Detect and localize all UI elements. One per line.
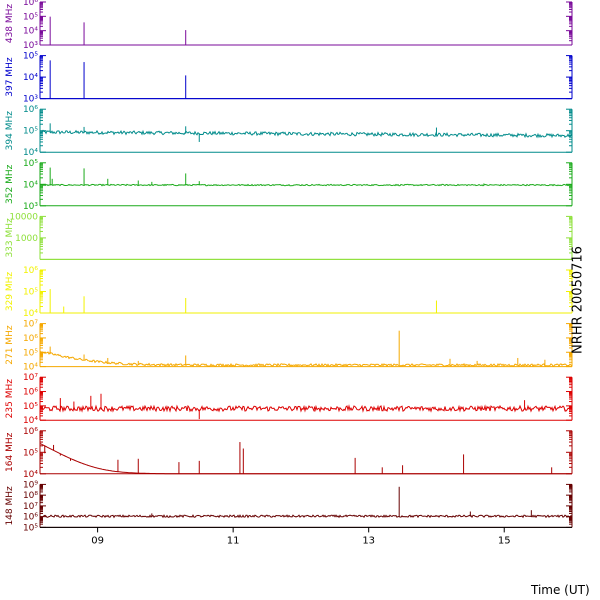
x-tick-label: 13 (362, 535, 375, 546)
series-label: 329 MHz (5, 272, 15, 312)
x-tick-label: 09 (91, 535, 104, 546)
y-tick-label: 10⁹ (23, 480, 38, 490)
y-tick-label: 10⁶ (23, 334, 38, 344)
y-tick-label: 10⁷ (23, 373, 38, 383)
y-tick-label: 10⁵ (23, 127, 38, 137)
y-tick-label: 10⁶ (23, 105, 38, 115)
x-tick-label: 15 (498, 535, 511, 546)
y-tick-label: 10⁵ (23, 12, 38, 22)
y-tick-label: 10⁵ (23, 523, 38, 533)
series-label: 164 MHz (5, 432, 15, 472)
y-tick-label: 10⁴ (23, 73, 38, 83)
series-line-271-mhz (39, 350, 573, 368)
series-label: 333 MHz (5, 218, 15, 258)
y-tick-label: 10⁴ (23, 416, 38, 426)
y-tick-label: 10⁷ (23, 320, 38, 330)
y-tick-label: 10⁵ (23, 402, 38, 412)
series-label: 148 MHz (5, 486, 15, 526)
y-tick-label: 10⁵ (23, 348, 38, 358)
y-tick-label: 10⁷ (23, 502, 38, 512)
y-tick-label: 10³ (23, 41, 38, 51)
y-tick-label: 10³ (23, 202, 38, 212)
series-line-148-mhz (39, 514, 573, 519)
series-label: 394 MHz (5, 111, 15, 151)
y-tick-label: 10⁶ (23, 0, 38, 8)
y-tick-label: 10⁶ (23, 427, 38, 437)
y-tick-label: 10⁴ (23, 180, 38, 190)
series-line-352-mhz (39, 183, 573, 187)
y-tick-label: 10⁴ (23, 148, 38, 158)
chart-title: NRHR 20050716 (570, 246, 586, 354)
x-tick-label: 11 (227, 535, 240, 546)
y-tick-label: 10⁵ (23, 288, 38, 298)
y-tick-label: 10⁵ (23, 159, 38, 169)
y-tick-label: 10³ (23, 95, 38, 105)
y-tick-label: 10⁵ (23, 448, 38, 458)
y-tick-label: 10⁴ (23, 470, 38, 480)
y-tick-label: 10⁶ (23, 513, 38, 523)
series-line-394-mhz (39, 129, 573, 139)
x-axis-label: Time (UT) (531, 583, 590, 597)
y-tick-label: 10⁴ (23, 27, 38, 37)
y-tick-label: 10⁵ (23, 52, 38, 62)
series-label: 352 MHz (5, 164, 15, 204)
series-line-235-mhz (39, 404, 573, 413)
series-label: 271 MHz (5, 325, 15, 365)
y-tick-label: 10⁴ (23, 363, 38, 373)
series-line-164-mhz (39, 442, 572, 475)
y-tick-label: 1000 (15, 234, 38, 244)
series-label: 235 MHz (5, 379, 15, 419)
series-label: 438 MHz (5, 4, 15, 44)
y-tick-label: 10⁶ (23, 266, 38, 276)
y-tick-label: 10000 (9, 212, 38, 222)
y-tick-label: 10⁶ (23, 388, 38, 398)
y-tick-label: 10⁴ (23, 309, 38, 319)
y-tick-label: 10⁸ (23, 491, 38, 501)
series-label: 397 MHz (5, 57, 15, 97)
